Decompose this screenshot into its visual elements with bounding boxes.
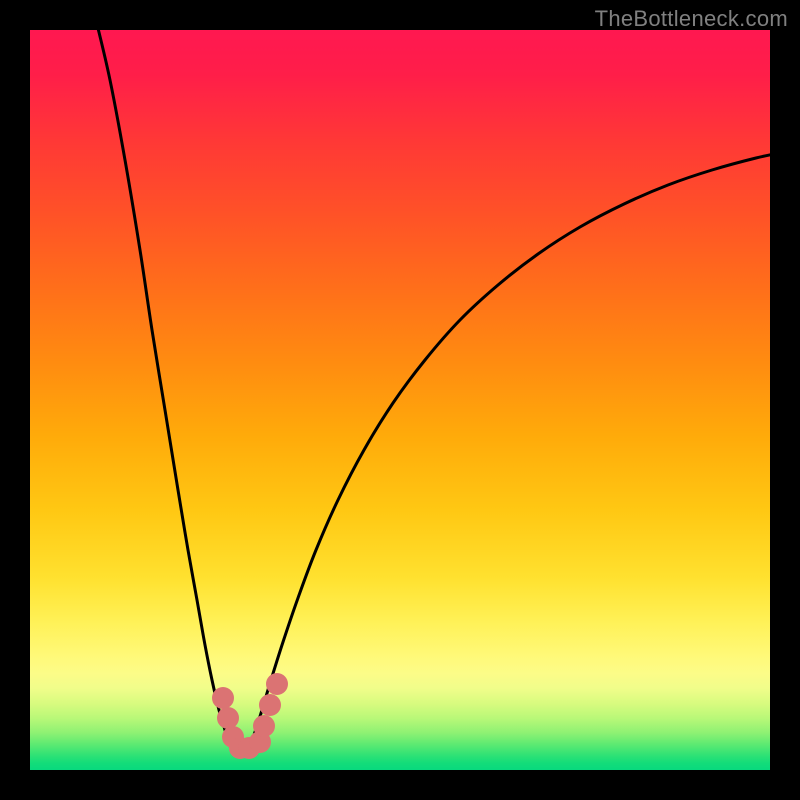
marker-right-1 (253, 715, 275, 737)
gradient-background (30, 30, 770, 770)
marker-right-2 (259, 694, 281, 716)
watermark-text: TheBottleneck.com (595, 6, 788, 32)
marker-right-3 (266, 673, 288, 695)
marker-left-0 (212, 687, 234, 709)
plot-svg (30, 30, 770, 770)
plot-area (30, 30, 770, 770)
marker-left-1 (217, 707, 239, 729)
chart-frame: TheBottleneck.com (0, 0, 800, 800)
